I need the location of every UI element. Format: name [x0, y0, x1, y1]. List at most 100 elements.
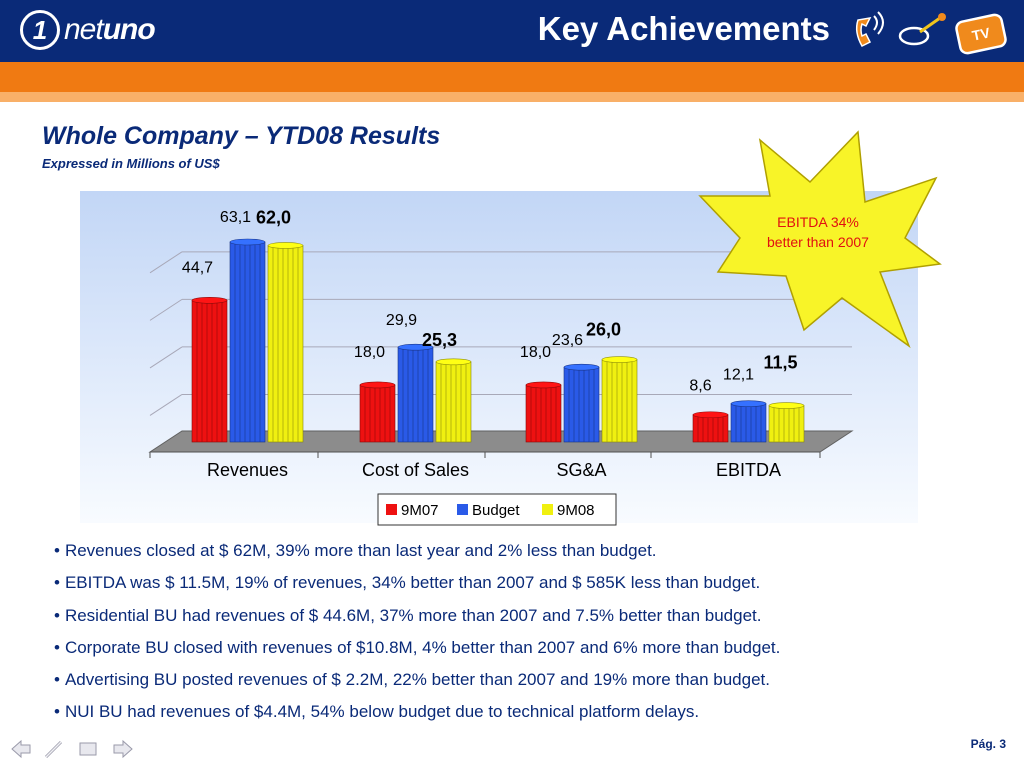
bar-9m08 — [601, 356, 638, 443]
bar-9m07 — [359, 381, 396, 443]
logo-net: net — [64, 13, 104, 46]
bar-budget — [229, 238, 266, 443]
data-label-9m08: 26,0 — [586, 320, 621, 340]
internet-icon — [898, 13, 946, 46]
data-label-9m08: 25,3 — [422, 330, 457, 350]
bullet-item: • Corporate BU closed with revenues of $1… — [54, 637, 781, 657]
bar-top — [525, 381, 562, 389]
data-label-9m07: 44,7 — [182, 259, 213, 276]
bullet-text: Advertising BU posted revenues of $ 2.2M… — [64, 670, 770, 690]
data-label-9m07: 8,6 — [689, 378, 711, 395]
callout-line-1: EBITDA 34% — [777, 214, 859, 230]
screen-icon[interactable] — [79, 742, 97, 756]
bar-body — [397, 346, 434, 443]
bar-9m08 — [435, 358, 472, 443]
bar-body — [191, 300, 228, 443]
data-label-budget: 63,1 — [220, 209, 251, 226]
bar-body — [768, 405, 805, 443]
bar-top — [359, 381, 396, 389]
gridline-side — [149, 251, 183, 274]
bar-9m08 — [768, 402, 805, 443]
bar-body — [692, 414, 729, 443]
section-subtitle: Expressed in Millions of US$ — [42, 156, 220, 171]
bullet-text: Corporate BU closed with revenues of $10… — [64, 637, 781, 657]
phone-icon — [855, 11, 884, 47]
bar-9m07 — [692, 411, 729, 443]
key-points-list: • Revenues closed at $ 62M, 39% more than… — [54, 540, 780, 734]
header-orange-stripe — [0, 62, 1024, 92]
forward-arrow-icon[interactable] — [113, 739, 133, 759]
bar-body — [435, 361, 472, 443]
bar-budget — [730, 400, 767, 443]
bar-top — [397, 343, 434, 351]
page-number: Pág. 3 — [970, 737, 1006, 751]
bullet-item: • NUI BU had revenues of $4.4M, 54% below… — [54, 702, 700, 722]
slide-title: Key Achievements — [537, 10, 830, 47]
bar-body — [359, 384, 396, 443]
service-icons: TV — [855, 11, 1007, 55]
legend-swatch-9m07 — [386, 504, 397, 515]
data-label-budget: 12,1 — [723, 367, 754, 384]
bar-9m08 — [267, 242, 304, 443]
legend-label-9m08: 9M08 — [557, 502, 595, 519]
callout-line-2: better than 2007 — [767, 234, 869, 250]
gridline-side — [149, 394, 183, 416]
bullet-text: Residential BU had revenues of $ 44.6M, … — [64, 605, 762, 625]
bullet-item: • EBITDA was $ 11.5M, 19% of revenues, 34… — [54, 573, 761, 593]
chart: Revenues Cost of Sales SG&A EBITDA 44,7 18,0 1… — [80, 130, 942, 526]
bar-top — [191, 297, 228, 304]
header-bar — [0, 0, 1024, 62]
bar-body — [229, 241, 266, 443]
legend-label-9m07: 9M07 — [401, 502, 439, 519]
legend-swatch-9m08 — [542, 504, 553, 515]
back-arrow-icon[interactable] — [11, 739, 31, 759]
data-label-budget: 23,6 — [552, 332, 583, 349]
bar-top — [601, 356, 638, 363]
logo-numeral: 1 — [20, 10, 60, 50]
bar-body — [267, 245, 304, 443]
x-tick-label: Cost of Sales — [362, 460, 469, 480]
bar-top — [435, 358, 472, 366]
bullet-text: NUI BU had revenues of $4.4M, 54% below … — [64, 702, 700, 722]
bar-top — [692, 411, 729, 419]
pen-icon[interactable] — [44, 740, 63, 759]
bar-9m07 — [525, 381, 562, 443]
ebitda-callout: EBITDA 34% better than 2007 — [698, 130, 942, 349]
x-tick-label: EBITDA — [716, 460, 781, 480]
tv-icon: TV — [955, 13, 1007, 55]
bar-top — [563, 363, 600, 371]
bar-top — [730, 400, 767, 407]
bullet-item: • Advertising BU posted revenues of $ 2.2… — [54, 670, 770, 690]
bullet-text: Revenues closed at $ 62M, 39% more than … — [64, 541, 657, 560]
legend: 9M07 Budget 9M08 — [377, 493, 617, 526]
data-label-9m08: 62,0 — [256, 207, 291, 227]
data-label-9m07: 18,0 — [354, 344, 385, 361]
bullet-item: • Residential BU had revenues of $ 44.6M,… — [54, 605, 762, 625]
bar-top — [768, 402, 805, 409]
data-label-9m08: 11,5 — [763, 353, 797, 373]
gridline-side — [149, 298, 183, 321]
legend-swatch-budget — [457, 504, 468, 515]
bullet-text: EBITDA was $ 11.5M, 19% of revenues, 34%… — [64, 573, 761, 593]
logo-uno: uno — [102, 13, 156, 46]
legend-label-budget: Budget — [472, 502, 520, 519]
bullet-item: • Revenues closed at $ 62M, 39% more than… — [54, 541, 657, 560]
bar-body — [601, 359, 638, 443]
data-label-budget: 29,9 — [386, 312, 417, 329]
slide-navigation — [11, 739, 133, 759]
x-tick-label: Revenues — [207, 460, 288, 480]
section-title: Whole Company – YTD08 Results — [42, 122, 441, 150]
bar-body — [563, 366, 600, 443]
bar-top — [267, 242, 304, 249]
data-label-9m07: 18,0 — [520, 344, 551, 361]
bar-9m07 — [191, 297, 228, 443]
tv-badge: TV — [971, 24, 992, 44]
header-light-orange-stripe — [0, 92, 1024, 102]
starburst-shape — [698, 130, 942, 349]
bar-body — [730, 403, 767, 443]
bar-budget — [563, 363, 600, 443]
bar-body — [525, 384, 562, 443]
gridline-side — [149, 346, 183, 369]
bar-budget — [397, 343, 434, 443]
bar-top — [229, 238, 266, 246]
